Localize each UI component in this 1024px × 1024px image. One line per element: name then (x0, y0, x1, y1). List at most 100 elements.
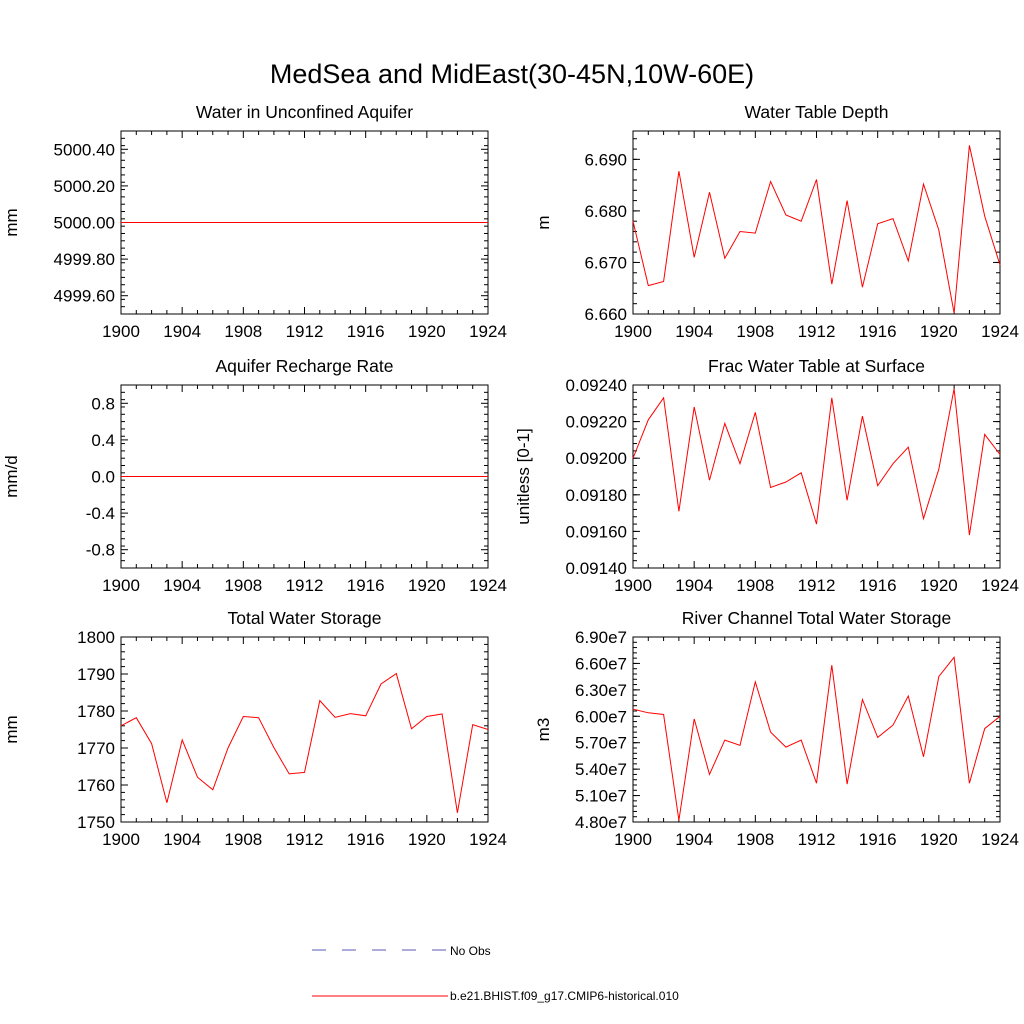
y-axis-label: mm/d (2, 455, 21, 498)
x-tick-label: 1924 (981, 830, 1019, 849)
y-tick-label: 0.09160 (566, 522, 627, 541)
x-tick-label: 1924 (981, 576, 1019, 595)
x-tick-label: 1900 (614, 830, 652, 849)
y-tick-label: 0.0 (91, 468, 115, 487)
chart-panels: 1900 1904 1908 1912 1916 1920 1924 4999.60 4999.… (2, 102, 1019, 849)
panel-title: Water Table Depth (745, 102, 889, 122)
x-tick-label: 1908 (736, 830, 774, 849)
x-tick-label: 1904 (163, 830, 201, 849)
x-tick-label: 1904 (163, 322, 201, 341)
y-tick-label: 0.09140 (566, 559, 627, 578)
chart-panel: 1900 1904 1908 1912 1916 1920 1924 6.660 6.670 6.… (534, 102, 1019, 341)
y-tick-label: 0.8 (91, 394, 115, 413)
y-tick-label: 1780 (77, 702, 115, 721)
x-tick-label: 1912 (286, 576, 324, 595)
x-tick-label: 1924 (469, 322, 507, 341)
x-tick-label: 1920 (920, 322, 958, 341)
y-tick-label: 6.690 (584, 150, 627, 169)
y-tick-label: 0.4 (91, 431, 115, 450)
x-tick-label: 1900 (614, 322, 652, 341)
y-tick-label: 5000.40 (54, 140, 115, 159)
y-axis-label: mm (2, 208, 21, 236)
figure-title: MedSea and MidEast(30-45N,10W-60E) (270, 59, 754, 89)
y-tick-label: 4.80e7 (575, 813, 627, 832)
y-tick-label: 4999.60 (54, 287, 115, 306)
y-tick-label: -0.8 (86, 541, 115, 560)
y-tick-label: 0.09180 (566, 486, 627, 505)
y-tick-label: 0.09240 (566, 376, 627, 395)
x-tick-label: 1912 (798, 322, 836, 341)
x-tick-label: 1920 (920, 576, 958, 595)
x-tick-label: 1912 (798, 830, 836, 849)
y-tick-label: 5.40e7 (575, 760, 627, 779)
legend-no-obs-label: No Obs (450, 944, 491, 958)
x-tick-label: 1908 (736, 322, 774, 341)
x-tick-label: 1900 (102, 830, 140, 849)
legend-model-label: b.e21.BHIST.f09_g17.CMIP6-historical.010 (450, 989, 679, 1003)
x-tick-label: 1912 (286, 830, 324, 849)
y-axis-label: m3 (534, 718, 553, 742)
panel-title: Aquifer Recharge Rate (215, 356, 393, 376)
y-tick-label: -0.4 (86, 504, 115, 523)
chart-panel: 1900 1904 1908 1912 1916 1920 1924 0.09140 0.091… (514, 356, 1019, 595)
y-tick-label: 0.09220 (566, 413, 627, 432)
x-tick-label: 1924 (469, 830, 507, 849)
y-axis-label: mm (2, 715, 21, 743)
x-tick-label: 1904 (675, 830, 713, 849)
y-tick-label: 6.680 (584, 202, 627, 221)
y-tick-label: 5.70e7 (575, 734, 627, 753)
x-tick-label: 1912 (798, 576, 836, 595)
y-tick-label: 4999.80 (54, 250, 115, 269)
y-tick-label: 6.30e7 (575, 681, 627, 700)
series-line (632, 145, 1001, 314)
x-tick-label: 1920 (408, 322, 446, 341)
y-tick-label: 6.00e7 (575, 707, 627, 726)
panel-title: River Channel Total Water Storage (682, 608, 951, 628)
series-line (120, 672, 489, 813)
x-tick-label: 1900 (102, 322, 140, 341)
x-tick-label: 1920 (408, 830, 446, 849)
chart-panel: 1900 1904 1908 1912 1916 1920 1924 4999.60 4999.… (2, 102, 507, 341)
x-tick-label: 1900 (102, 576, 140, 595)
x-tick-label: 1904 (163, 576, 201, 595)
x-tick-label: 1916 (347, 830, 385, 849)
y-tick-label: 1750 (77, 813, 115, 832)
y-tick-label: 1800 (77, 628, 115, 647)
plot-frame (632, 636, 1001, 823)
y-tick-label: 6.60e7 (575, 654, 627, 673)
x-tick-label: 1908 (224, 830, 262, 849)
x-tick-label: 1920 (920, 830, 958, 849)
y-tick-label: 0.09200 (566, 449, 627, 468)
panel-title: Frac Water Table at Surface (708, 356, 925, 376)
x-tick-label: 1916 (859, 322, 897, 341)
x-tick-label: 1920 (408, 576, 446, 595)
y-axis-label: unitless [0-1] (514, 428, 533, 524)
x-tick-label: 1916 (347, 322, 385, 341)
x-tick-label: 1924 (469, 576, 507, 595)
y-tick-label: 6.670 (584, 253, 627, 272)
x-tick-label: 1904 (675, 576, 713, 595)
plot-frame (632, 384, 1001, 569)
y-tick-label: 6.660 (584, 305, 627, 324)
legend: No Obs b.e21.BHIST.f09_g17.CMIP6-histori… (312, 944, 679, 1003)
x-tick-label: 1912 (286, 322, 324, 341)
x-tick-label: 1916 (347, 576, 385, 595)
y-tick-label: 1790 (77, 665, 115, 684)
y-tick-label: 5000.00 (54, 214, 115, 233)
x-tick-label: 1908 (224, 322, 262, 341)
panel-title: Total Water Storage (227, 608, 381, 628)
series-line (632, 388, 1001, 536)
x-tick-label: 1908 (736, 576, 774, 595)
x-tick-label: 1924 (981, 322, 1019, 341)
x-tick-label: 1908 (224, 576, 262, 595)
x-tick-label: 1900 (614, 576, 652, 595)
series-line (632, 656, 1001, 821)
y-axis-label: m (534, 215, 553, 229)
x-tick-label: 1916 (859, 830, 897, 849)
chart-panel: 1900 1904 1908 1912 1916 1920 1924 -0.8 -0.4 0.0 0… (2, 356, 507, 595)
panel-title: Water in Unconfined Aquifer (196, 102, 413, 122)
y-tick-label: 1770 (77, 739, 115, 758)
chart-panel: 1900 1904 1908 1912 1916 1920 1924 4.80e7 5.10e7… (534, 608, 1019, 849)
chart-panel: 1900 1904 1908 1912 1916 1920 1924 1750 1760 1770… (2, 608, 507, 849)
